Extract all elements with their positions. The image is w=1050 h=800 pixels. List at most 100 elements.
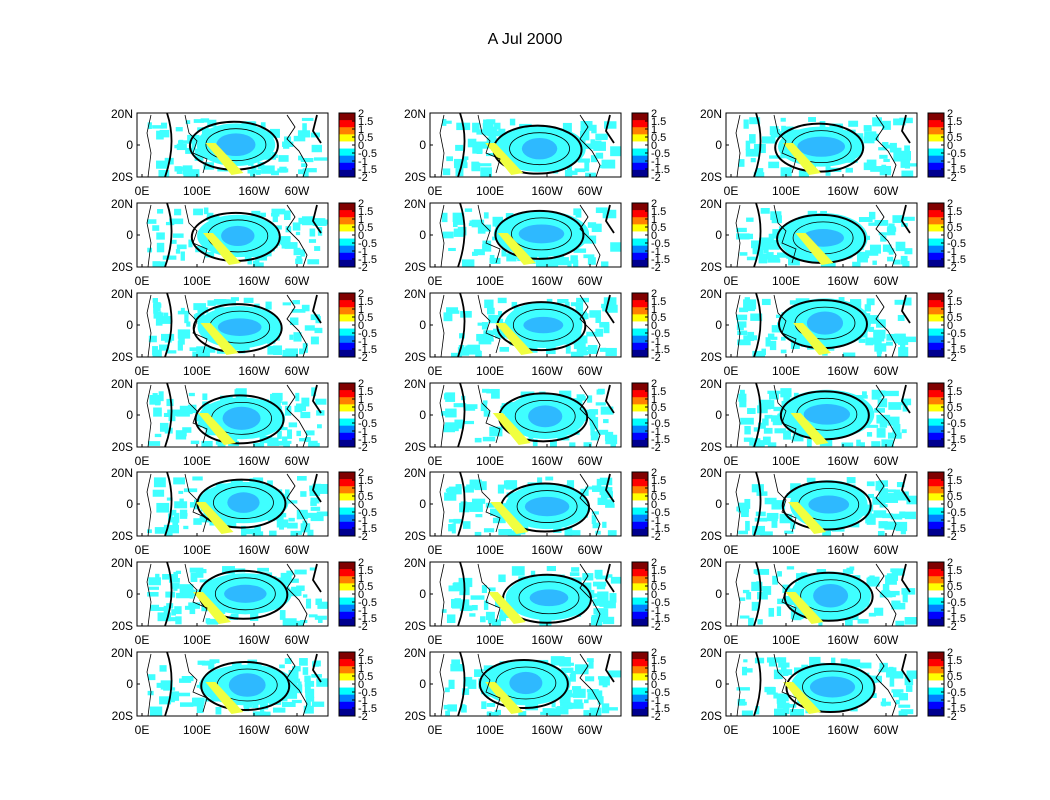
zero-contour bbox=[785, 662, 876, 713]
anomaly-cell bbox=[222, 566, 235, 575]
anomaly-cell bbox=[784, 530, 794, 534]
colorbar-tick-label: -1 bbox=[651, 695, 661, 707]
lat-tick-label: 20S bbox=[405, 350, 426, 364]
colorbar-segment bbox=[339, 390, 355, 398]
lon-tick-label: 160W bbox=[531, 723, 563, 737]
colorbar-segment bbox=[339, 300, 355, 308]
anomaly-cell bbox=[739, 389, 745, 396]
anomaly-cell bbox=[448, 524, 453, 532]
anomaly-cell bbox=[279, 166, 287, 173]
anomaly-cell bbox=[494, 709, 501, 715]
anomaly-cell bbox=[276, 440, 286, 446]
colorbar-segment bbox=[632, 141, 648, 150]
anomaly-cell bbox=[285, 688, 298, 699]
anomaly-cell bbox=[873, 329, 886, 339]
colorbar-segment bbox=[632, 335, 648, 344]
anomaly-cell bbox=[311, 387, 317, 397]
colorbar-tick-label: -1.5 bbox=[358, 703, 377, 715]
colorbar-tick-label: -2 bbox=[651, 352, 661, 364]
anomaly-cell bbox=[182, 427, 192, 433]
colorbar-segment bbox=[632, 569, 648, 577]
anomaly-cell bbox=[188, 392, 195, 397]
anomaly-cell bbox=[771, 415, 779, 422]
colorbar-segment bbox=[339, 259, 355, 268]
anomaly-cell bbox=[601, 159, 616, 169]
anomaly-cell bbox=[789, 300, 801, 305]
anomaly-cell bbox=[766, 255, 780, 260]
anomaly-cell bbox=[742, 307, 755, 312]
anomaly-cell bbox=[568, 662, 574, 666]
map-field bbox=[146, 562, 328, 626]
lat-tick-label: 20N bbox=[404, 197, 426, 211]
warm-anomaly bbox=[785, 592, 824, 624]
anomaly-cell bbox=[596, 429, 609, 435]
anomaly-cell bbox=[535, 259, 546, 267]
lon-tick-label: 60W bbox=[874, 723, 899, 737]
anomaly-cell bbox=[311, 144, 323, 153]
colorbar-segment bbox=[928, 252, 944, 261]
anomaly-cell bbox=[559, 657, 571, 667]
anomaly-cell bbox=[290, 530, 297, 536]
colorbar-tick-label: 1.5 bbox=[651, 655, 666, 667]
anomaly-cell bbox=[580, 121, 593, 131]
anomaly-cell bbox=[743, 119, 749, 129]
anomaly-cell bbox=[795, 298, 810, 305]
anomaly-cell bbox=[453, 518, 461, 524]
coastline bbox=[477, 384, 501, 444]
anomaly-cell bbox=[569, 572, 580, 576]
colorbar-tick-label: 2 bbox=[947, 467, 953, 479]
warm-anomaly bbox=[497, 233, 536, 265]
anomaly-cell bbox=[247, 259, 253, 265]
colorbar-segment bbox=[928, 169, 944, 178]
anomaly-cell bbox=[178, 678, 192, 683]
anomaly-cell bbox=[604, 431, 614, 442]
anomaly-cell bbox=[257, 567, 269, 572]
lat-tick-label: 20N bbox=[111, 287, 133, 301]
anomaly-cell bbox=[901, 170, 914, 177]
anomaly-cell bbox=[884, 493, 899, 503]
colorbar-tick-label: 2 bbox=[651, 467, 657, 479]
contour-line bbox=[512, 308, 574, 342]
anomaly-cell bbox=[310, 497, 320, 504]
anomaly-cell bbox=[609, 593, 617, 603]
anomaly-cell bbox=[864, 504, 874, 512]
anomaly-cell bbox=[183, 488, 198, 493]
lon-tick-label: 100E bbox=[476, 633, 504, 647]
colorbar-tick-label: 0.5 bbox=[947, 491, 962, 503]
lon-tick-label: 0E bbox=[724, 274, 739, 288]
anomaly-cell bbox=[518, 711, 527, 716]
lon-tick-label: 160W bbox=[827, 184, 859, 198]
anomaly-cell bbox=[472, 122, 480, 133]
anomaly-cell bbox=[498, 615, 507, 622]
anomaly-cell bbox=[773, 669, 783, 680]
coastline bbox=[477, 294, 501, 354]
colorbar-tick-label: 0 bbox=[947, 589, 953, 601]
anomaly-cell bbox=[603, 602, 616, 609]
anomaly-cell bbox=[780, 167, 792, 177]
coastline bbox=[579, 384, 601, 447]
colorbar-segment bbox=[928, 217, 944, 225]
colorbar-segment bbox=[339, 245, 355, 254]
anomaly-cell bbox=[152, 225, 160, 231]
anomaly-cell bbox=[281, 440, 292, 444]
anomaly-cell bbox=[466, 404, 478, 409]
anomaly-cell bbox=[573, 339, 586, 350]
anomaly-cell bbox=[557, 299, 569, 304]
anomaly-cell bbox=[901, 429, 907, 434]
anomaly-cell bbox=[605, 304, 618, 313]
lat-tick-label: 20N bbox=[700, 556, 722, 570]
anomaly-cell bbox=[737, 330, 748, 336]
lat-tick-label: 20N bbox=[700, 377, 722, 391]
anomaly-cell bbox=[857, 619, 869, 624]
anomaly-cell bbox=[148, 335, 157, 343]
lon-tick-label: 100E bbox=[183, 633, 211, 647]
colorbar-tick-label: -1 bbox=[947, 695, 957, 707]
anomaly-cell bbox=[455, 599, 467, 609]
zero-contour bbox=[457, 383, 466, 447]
anomaly-cell bbox=[743, 659, 748, 663]
colorbar-tick-label: -1.5 bbox=[947, 164, 966, 176]
anomaly-cell bbox=[197, 127, 203, 131]
colorbar-segment bbox=[928, 528, 944, 537]
lat-tick-label: 20N bbox=[404, 646, 426, 660]
anomaly-cell bbox=[280, 572, 292, 581]
